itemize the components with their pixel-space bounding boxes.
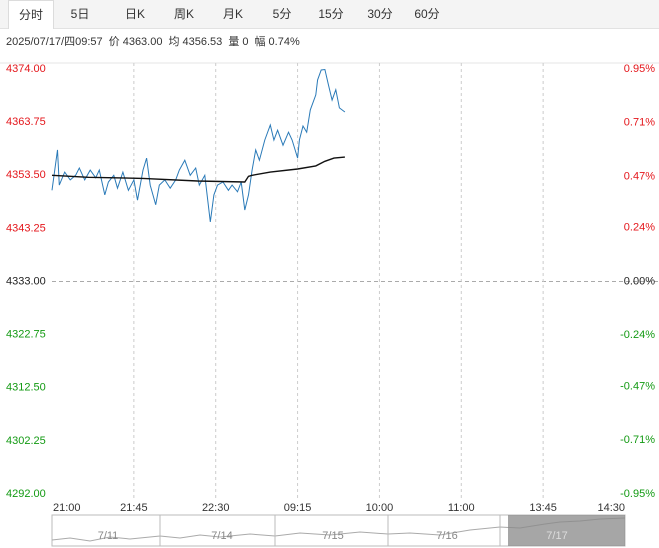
x-tick-label: 22:30	[202, 502, 230, 514]
tab[interactable]: 分时	[8, 0, 54, 29]
tab[interactable]: 月K	[222, 7, 243, 21]
y2-tick-label: -0.71%	[620, 434, 655, 446]
info-label: 均	[168, 36, 180, 48]
y-tick-label: 4312.50	[6, 382, 46, 394]
tab[interactable]: 60分	[414, 7, 440, 21]
navigator-date: 7/16	[436, 530, 457, 542]
series-line	[51, 68, 346, 222]
tab[interactable]: 5分	[272, 7, 292, 21]
info-amplitude: 0.74%	[268, 36, 300, 48]
navigator-date: 7/11	[98, 530, 119, 542]
navigator-date: 7/17	[546, 530, 567, 542]
info-time: 2025/07/17/四09:57	[6, 36, 103, 48]
y-tick-label: 4374.00	[6, 63, 46, 75]
x-tick-label: 09:15	[284, 502, 312, 514]
x-tick-label: 21:45	[120, 502, 148, 514]
tab[interactable]: 5日	[70, 7, 90, 21]
x-tick-label: 21:00	[53, 502, 81, 514]
y-tick-label: 4292.00	[6, 488, 46, 500]
y2-tick-label: 0.71%	[624, 117, 655, 129]
info-label: 价	[108, 36, 120, 48]
info-avg: 4356.53	[182, 36, 223, 48]
x-tick-label: 11:00	[448, 502, 475, 514]
tab[interactable]: 日K	[124, 7, 145, 21]
y-tick-label: 4322.75	[6, 329, 46, 341]
y-tick-label: 4363.75	[6, 116, 46, 128]
info-label: 量	[228, 36, 240, 48]
y-tick-label: 4343.25	[6, 222, 46, 234]
info-price: 4363.00	[122, 36, 163, 48]
info-label: 幅	[254, 36, 266, 48]
x-tick-label: 14:30	[597, 502, 625, 514]
x-tick-label: 13:45	[529, 502, 557, 514]
info-volume: 0	[242, 36, 249, 48]
tab[interactable]: 周K	[173, 7, 194, 21]
y-tick-label: 4353.50	[6, 169, 46, 181]
series-line	[51, 156, 345, 183]
tab[interactable]: 30分	[367, 7, 393, 21]
y2-tick-label: -0.95%	[620, 488, 655, 500]
y2-tick-label: -0.47%	[620, 381, 655, 393]
y2-tick-label: 0.47%	[624, 170, 655, 182]
navigator-selection[interactable]	[508, 515, 625, 546]
tab-bar: 分时 5日 日K 周K 月K 5分 15分 30分 60分	[0, 0, 659, 29]
y-tick-label: 4302.25	[6, 435, 46, 447]
x-tick-label: 10:00	[366, 502, 394, 514]
tab[interactable]: 15分	[318, 7, 344, 21]
navigator-date: 7/15	[322, 530, 343, 542]
y2-tick-label: 0.24%	[624, 222, 655, 234]
y-tick-label: 4333.00	[6, 275, 46, 287]
y2-tick-label: 0.00%	[624, 275, 655, 287]
y2-tick-label: -0.24%	[620, 329, 655, 341]
y2-tick-label: 0.95%	[624, 63, 655, 75]
navigator-date: 7/14	[211, 530, 232, 542]
